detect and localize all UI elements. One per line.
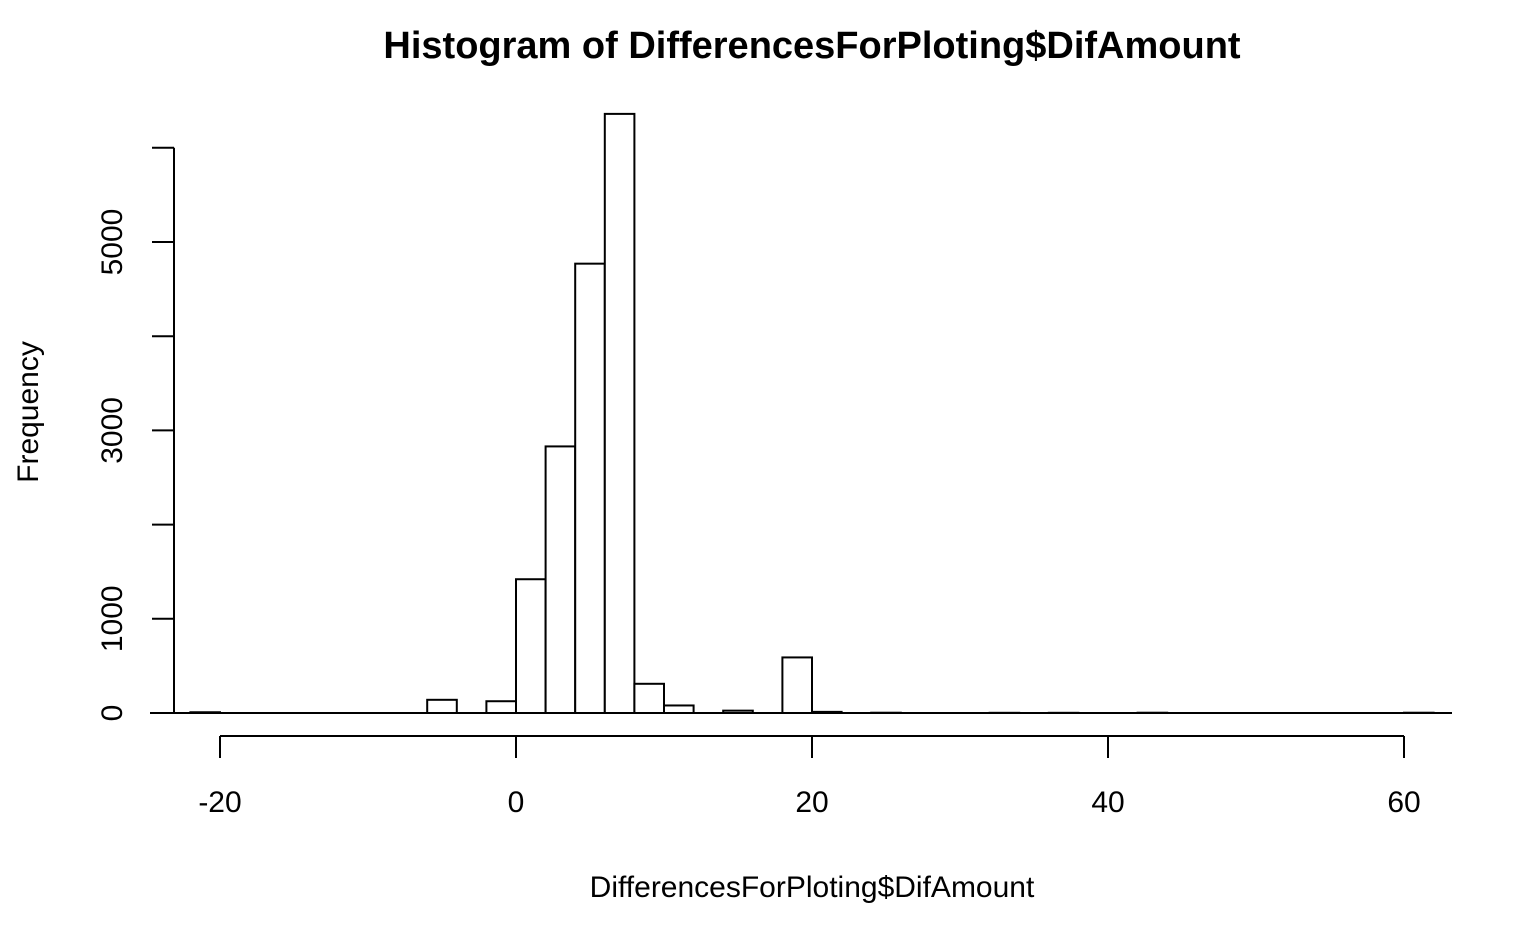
y-tick-label: 3000: [96, 397, 129, 464]
x-tick-label: -20: [198, 786, 241, 819]
histogram-bar: [603, 112, 636, 714]
histogram-bar: [485, 700, 517, 714]
x-axis: -20 0 20 40 60: [198, 735, 1421, 819]
histogram-bar: [663, 704, 695, 714]
histogram-bars: [150, 112, 1452, 715]
histogram-bar: [515, 578, 547, 715]
histogram-bar: [781, 656, 814, 714]
x-tick-label: 20: [795, 786, 828, 819]
y-axis-label: Frequency: [12, 341, 45, 483]
x-tick-label: 0: [508, 786, 525, 819]
x-axis-label: DifferencesForPloting$DifAmount: [590, 871, 1035, 904]
y-axis: 0 1000 3000 5000: [96, 146, 175, 722]
y-tick-label: 5000: [96, 209, 129, 276]
x-tick-label: 60: [1387, 786, 1420, 819]
y-tick-label: 1000: [96, 585, 129, 652]
histogram-bar: [426, 698, 458, 715]
y-tick-label: 0: [96, 705, 129, 722]
chart-title: Histogram of DifferencesForPloting$DifAm…: [383, 25, 1240, 67]
histogram-bar: [544, 445, 577, 714]
histogram-bar: [574, 262, 606, 714]
histogram-bar: [633, 682, 666, 714]
x-tick-label: 40: [1091, 786, 1124, 819]
